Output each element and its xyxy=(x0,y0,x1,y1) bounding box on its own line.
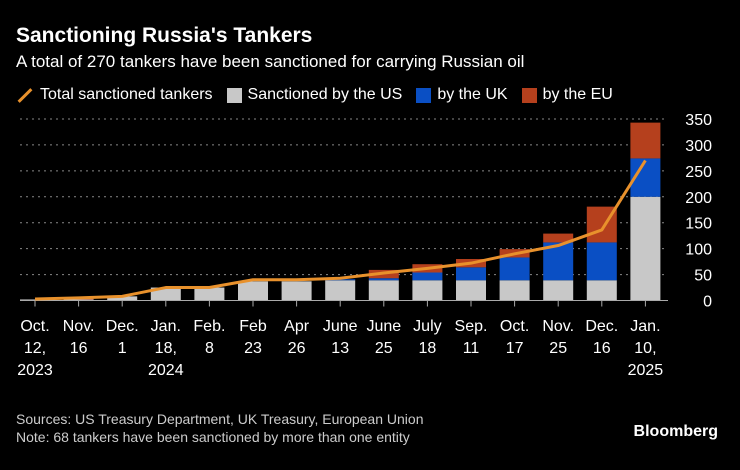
bar-segment xyxy=(20,299,50,301)
bar-segment xyxy=(499,280,530,301)
bar-segment xyxy=(325,279,356,281)
y-tick-label: 150 xyxy=(685,216,712,233)
chart-title: Sanctioning Russia's Tankers xyxy=(16,24,313,47)
x-tick-label: June xyxy=(366,318,401,335)
bar-segment xyxy=(238,281,268,301)
legend-item-total: Total sanctioned tankers xyxy=(16,86,213,104)
source-note: Sources: US Treasury Department, UK Trea… xyxy=(16,411,424,427)
x-tick-label: 2024 xyxy=(148,362,184,379)
y-tick-label: 350 xyxy=(685,112,712,129)
x-tick-label: 23 xyxy=(244,340,262,357)
x-tick-label: 11 xyxy=(463,340,480,357)
bar-segment xyxy=(107,296,138,301)
x-tick-label: 18 xyxy=(419,340,437,357)
x-tick-label: Dec. xyxy=(585,318,618,335)
x-tick-label: Dec. xyxy=(106,318,139,335)
x-tick-label: Apr xyxy=(284,318,310,335)
x-tick-label: 25 xyxy=(375,340,393,357)
x-tick-label: Feb xyxy=(239,318,267,335)
x-tick-label: July xyxy=(413,318,441,335)
x-tick-label: Oct. xyxy=(500,318,529,335)
legend-swatch xyxy=(416,87,432,103)
bar-segment xyxy=(325,280,356,301)
bar-segment xyxy=(194,287,225,301)
legend-swatch xyxy=(521,87,537,103)
x-tick-label: 12, xyxy=(24,340,46,357)
x-tick-label: Oct. xyxy=(20,318,49,335)
legend-swatch xyxy=(226,87,242,103)
bar-segment xyxy=(281,281,312,301)
bar-segment xyxy=(412,280,443,301)
x-tick-label: 25 xyxy=(549,340,567,357)
x-tick-label: Jan. xyxy=(151,318,181,335)
bar-segment xyxy=(456,280,486,301)
x-tick-label: Feb. xyxy=(193,318,225,335)
x-tick-label: 16 xyxy=(70,340,88,357)
bar-segment xyxy=(456,267,486,281)
bar-segment xyxy=(586,242,617,281)
y-tick-label: 200 xyxy=(685,190,712,207)
bar-segment xyxy=(412,272,443,281)
legend-item-uk: by the UK xyxy=(416,86,508,104)
bar-segment xyxy=(630,196,661,301)
chart-subtitle: A total of 270 tankers have been sanctio… xyxy=(16,52,525,71)
legend-label: by the EU xyxy=(542,86,613,103)
x-tick-label: 2025 xyxy=(628,362,664,379)
legend-label: Sanctioned by the US xyxy=(247,86,403,103)
x-tick-label: Nov. xyxy=(63,318,95,335)
bar-segment xyxy=(368,280,399,301)
x-tick-label: 17 xyxy=(506,340,524,357)
bar-segment xyxy=(630,122,661,159)
bar-segment xyxy=(543,233,574,243)
legend-label: by the UK xyxy=(437,86,508,103)
x-tick-label: Jan. xyxy=(630,318,660,335)
legend-label: Total sanctioned tankers xyxy=(40,86,213,103)
bar-segment xyxy=(368,278,399,281)
x-tick-label: 2023 xyxy=(17,362,53,379)
bar-segment xyxy=(499,257,530,281)
legend-item-eu: by the EU xyxy=(521,86,613,104)
y-tick-label: 300 xyxy=(685,138,712,155)
x-tick-label: 13 xyxy=(331,340,349,357)
x-tick-label: 10, xyxy=(634,340,656,357)
bar-segment xyxy=(150,287,181,301)
bar-segment xyxy=(586,280,617,301)
y-tick-label: 50 xyxy=(694,268,712,285)
x-tick-label: Nov. xyxy=(542,318,574,335)
legend: Total sanctioned tankers Sanctioned by t… xyxy=(16,86,613,104)
x-tick-label: 18, xyxy=(155,340,177,357)
y-tick-label: 250 xyxy=(685,164,712,181)
y-tick-label: 0 xyxy=(703,294,712,311)
bar-segment xyxy=(63,299,94,301)
x-tick-label: 26 xyxy=(288,340,306,357)
footnote: Note: 68 tankers have been sanctioned by… xyxy=(16,429,410,445)
x-tick-label: 16 xyxy=(593,340,611,357)
x-tick-label: 1 xyxy=(118,340,127,357)
bloomberg-logo: Bloomberg xyxy=(633,423,718,440)
x-tick-label: June xyxy=(323,318,358,335)
legend-item-us: Sanctioned by the US xyxy=(226,86,403,104)
y-tick-label: 100 xyxy=(685,242,712,259)
bar-segment xyxy=(543,280,574,301)
x-tick-label: 8 xyxy=(205,340,214,357)
x-tick-label: Sep. xyxy=(455,318,488,335)
